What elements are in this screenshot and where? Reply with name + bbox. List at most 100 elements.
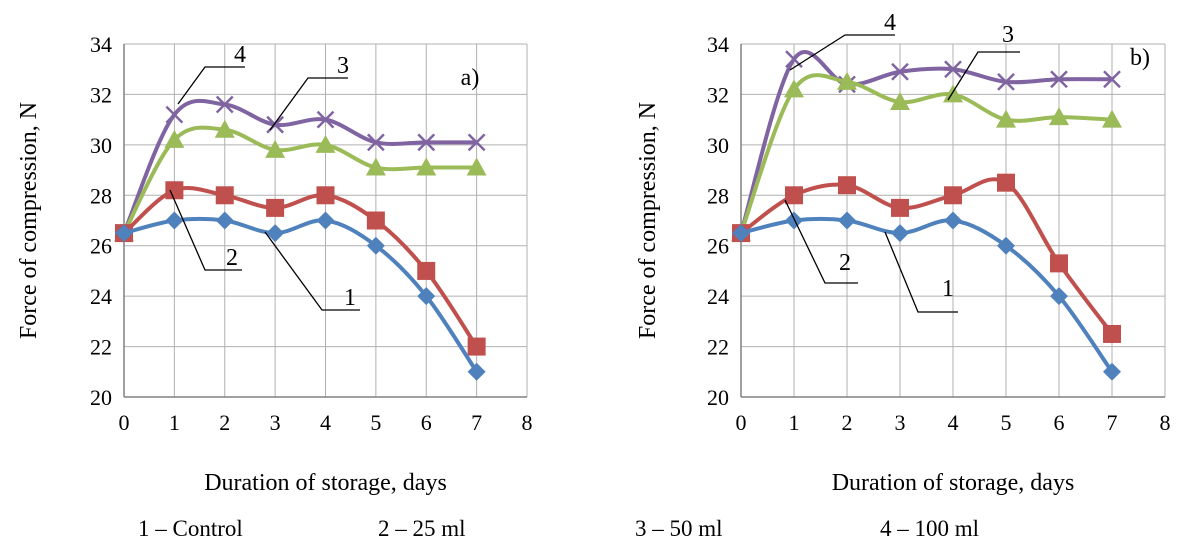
data-point-triangle — [214, 119, 235, 138]
series-line — [739, 50, 1113, 234]
callout-3: 3 — [947, 22, 1020, 101]
data-point-x — [1103, 70, 1121, 89]
callout-leader — [784, 199, 858, 284]
data-point-x — [165, 105, 184, 124]
callout-leader — [884, 231, 958, 313]
x-tick-label: 6 — [1054, 410, 1065, 435]
callout-2: 2 — [169, 189, 242, 271]
x-tick-label: 1 — [169, 410, 180, 435]
y-tick-label: 26 — [90, 234, 112, 259]
data-point-triangle — [466, 157, 487, 176]
data-point-x-stroke — [785, 50, 803, 69]
series-1 — [732, 211, 1121, 381]
series-line — [739, 73, 1113, 234]
legend-item-50ml: 3 – 50 ml — [635, 516, 723, 541]
data-point-diamond — [891, 224, 909, 243]
callout-leader — [169, 189, 242, 271]
legend-item-control: 1 – Control — [138, 516, 243, 541]
y-tick-label: 34 — [90, 32, 112, 57]
y-tick-label: 34 — [707, 32, 729, 57]
data-point-square — [467, 337, 486, 356]
x-tick-label: 5 — [370, 410, 381, 435]
callout-4: 4 — [789, 10, 896, 71]
data-point-diamond — [785, 211, 803, 230]
x-tick-label: 7 — [1107, 410, 1118, 435]
data-point-triangle — [943, 84, 963, 103]
callout-label: 4 — [234, 42, 246, 68]
y-tick-label: 30 — [90, 133, 112, 158]
data-point-triangle — [265, 139, 286, 158]
series-1 — [115, 211, 486, 381]
data-point-x — [266, 115, 285, 134]
data-point-diamond — [115, 224, 133, 243]
panel-label: b) — [1130, 45, 1150, 71]
y-tick-label: 28 — [707, 183, 729, 208]
data-point-x-stroke — [944, 60, 962, 79]
x-axis-title: Duration of storage, days — [832, 470, 1075, 496]
y-tick-label: 26 — [707, 234, 729, 259]
y-tick-label: 32 — [707, 82, 729, 107]
data-point-x — [417, 133, 436, 152]
callout-label: 4 — [884, 10, 896, 36]
data-point-x-stroke — [1103, 70, 1121, 89]
x-tick-label: 6 — [421, 410, 432, 435]
x-tick-label: 7 — [471, 410, 482, 435]
x-tick-label: 4 — [320, 410, 331, 435]
x-tick-label: 3 — [270, 410, 281, 435]
callout-2: 2 — [784, 199, 858, 284]
x-tick-label: 5 — [1001, 410, 1012, 435]
y-axis-title: Force of compression, N — [635, 102, 661, 339]
x-axis-title: Duration of storage, days — [204, 470, 447, 496]
data-point-triangle — [365, 157, 386, 176]
data-point-x-stroke — [1050, 70, 1068, 89]
data-point-square — [997, 173, 1015, 192]
callout-label: 1 — [942, 276, 954, 302]
callout-1: 1 — [884, 231, 958, 313]
data-point-square — [316, 186, 335, 205]
data-point-x-stroke — [266, 115, 285, 134]
panel-label: a) — [461, 65, 480, 91]
y-tick-label: 20 — [707, 385, 729, 410]
x-tick-label: 4 — [948, 410, 959, 435]
data-point-triangle — [164, 129, 185, 148]
callout-label: 1 — [344, 285, 356, 311]
data-point-x — [944, 60, 962, 79]
callout-1: 1 — [264, 231, 360, 311]
callout-label: 3 — [337, 53, 349, 79]
x-tick-label: 0 — [119, 410, 130, 435]
y-tick-label: 20 — [90, 385, 112, 410]
data-point-x — [316, 110, 335, 129]
callout-leader — [269, 77, 348, 131]
data-point-x-stroke — [316, 110, 335, 129]
data-point-square — [1103, 324, 1121, 343]
data-point-square — [417, 261, 436, 280]
x-tick-label: 0 — [736, 410, 747, 435]
data-point-square — [1050, 254, 1068, 273]
y-tick-label: 22 — [90, 335, 112, 360]
data-point-square — [785, 186, 803, 205]
series-2 — [115, 181, 486, 356]
data-point-diamond — [316, 211, 335, 230]
data-point-diamond — [1050, 287, 1068, 306]
data-point-diamond — [165, 211, 184, 230]
data-point-diamond — [366, 236, 385, 255]
data-point-x-stroke — [467, 133, 486, 152]
series-2 — [732, 173, 1121, 343]
data-point-x-stroke — [997, 72, 1015, 91]
data-point-triangle — [837, 71, 857, 90]
x-tick-label: 8 — [522, 410, 533, 435]
x-tick-label: 1 — [789, 410, 800, 435]
y-tick-label: 32 — [90, 82, 112, 107]
legend-item-100ml: 4 – 100 ml — [880, 516, 980, 541]
callout-leader — [789, 34, 895, 71]
y-axis-title: Force of compression, N — [16, 102, 42, 339]
data-point-square — [366, 211, 385, 230]
data-point-diamond — [417, 287, 436, 306]
data-point-triangle — [996, 109, 1016, 128]
data-point-triangle — [890, 91, 910, 110]
data-point-square — [266, 198, 285, 217]
y-tick-label: 22 — [707, 335, 729, 360]
x-tick-label: 8 — [1160, 410, 1171, 435]
data-point-x — [1050, 70, 1068, 89]
